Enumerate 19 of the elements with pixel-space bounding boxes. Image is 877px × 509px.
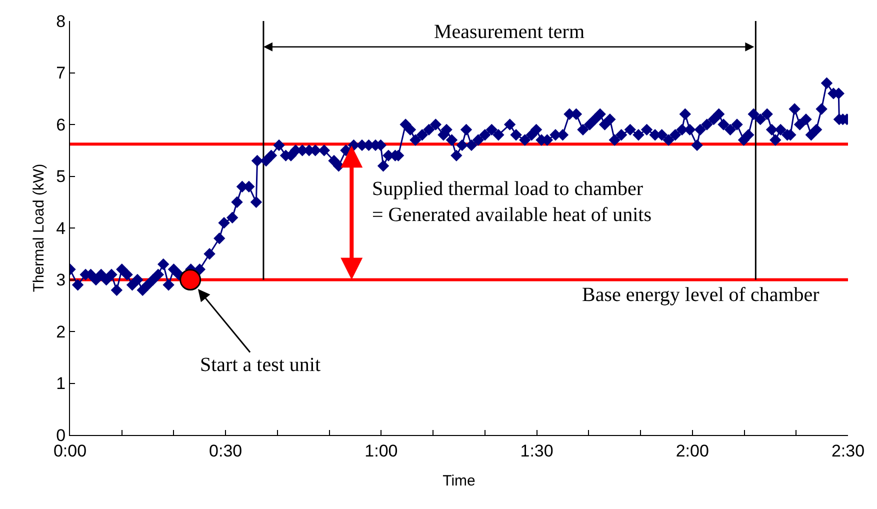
y-tick-label: 8	[56, 12, 66, 31]
y-tick-label: 7	[56, 64, 66, 83]
x-tick-label: 0:30	[209, 441, 242, 460]
x-axis-title: Time	[442, 472, 476, 490]
annotation: Measurement term	[434, 21, 585, 43]
annotation: Start a test unit	[200, 354, 321, 376]
y-axis-title: Thermal Load (kW)	[30, 164, 48, 292]
y-tick-label: 2	[56, 322, 66, 342]
y-tick-label: 1	[56, 374, 66, 394]
annotation: Supplied thermal load to chamber = Generated available heat of units	[372, 178, 652, 226]
x-tick-label: 1:30	[520, 441, 554, 460]
y-tick-label: 3	[56, 270, 66, 290]
x-tick-label: 2:00	[676, 441, 709, 460]
ref-line-label: Base energy level of chamber	[582, 284, 820, 306]
y-tick-label: 5	[56, 167, 66, 186]
y-tick-label: 4	[56, 218, 66, 238]
x-tick-label: 1:00	[364, 441, 398, 460]
x-tick-label: 2:30	[831, 441, 865, 460]
y-tick-label: 6	[56, 115, 66, 134]
